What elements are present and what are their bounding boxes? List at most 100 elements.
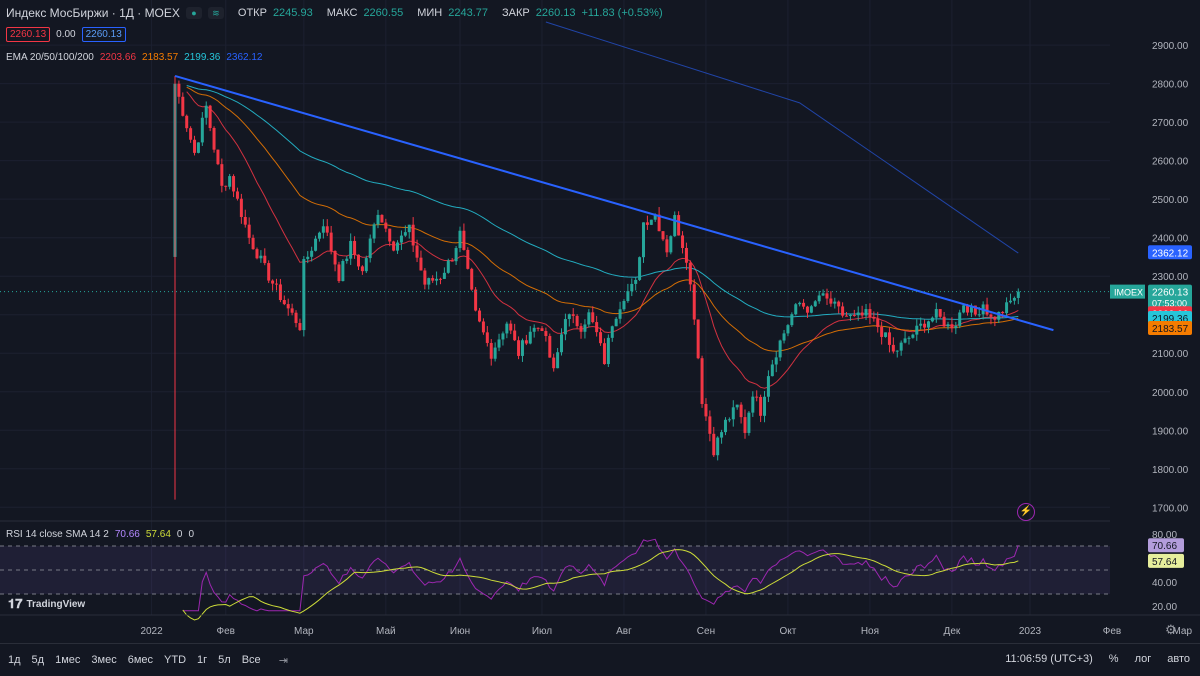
candle-body [997, 311, 1001, 320]
timeframe-8[interactable]: Все [241, 654, 261, 666]
candle [524, 334, 528, 346]
high-label: МАКС [326, 7, 358, 19]
time-axis[interactable]: 2022 Фев Мар Май Июн Июл Авг Сен Окт Ноя Дек 2023 Фе… [0, 614, 1200, 637]
price-tick: 2800.00 [1152, 80, 1189, 91]
candle [314, 235, 318, 252]
time-tick: Мар [294, 626, 314, 637]
candle [1012, 296, 1016, 305]
candle-body [688, 262, 692, 285]
candle-body [1016, 291, 1020, 298]
timeframe-4[interactable]: 6мес [127, 654, 154, 666]
auto-toggle[interactable]: авто [1167, 653, 1190, 665]
candle [306, 251, 310, 264]
candle-body [911, 334, 915, 338]
candle [950, 317, 954, 333]
time-tick: Ноя [861, 626, 879, 637]
rsi-extra-1: 0 [176, 529, 183, 540]
timeframe-5[interactable]: YTD [164, 654, 187, 666]
candle [610, 325, 614, 342]
symbol-title[interactable]: Индекс МосБиржи · 1Д · MOEX [6, 6, 180, 20]
candle-body [286, 304, 290, 309]
candle-body [216, 149, 220, 165]
circle-icon[interactable]: ● [185, 7, 202, 19]
timeframe-0[interactable]: 1д [8, 654, 21, 666]
time-tick: Дек [944, 626, 961, 637]
clock[interactable]: 11:06:59 (UTC+3) [1005, 653, 1093, 665]
candle [232, 174, 236, 198]
candle-body [638, 257, 642, 280]
log-toggle[interactable]: лог [1134, 653, 1152, 665]
percent-toggle[interactable]: % [1108, 653, 1119, 665]
rsi-legend[interactable]: RSI 14 close SMA 14 2 70.66 57.64 0 0 [6, 529, 194, 540]
rsi-sma-line [182, 549, 1019, 621]
candle [673, 211, 677, 237]
timeframe-3[interactable]: 3мес [91, 654, 117, 666]
candle [884, 332, 888, 338]
candle [474, 287, 478, 312]
gear-icon[interactable]: ⚙ [1165, 622, 1177, 637]
candle-body [700, 358, 704, 404]
date-range-icon[interactable]: ⇥ [278, 654, 288, 667]
timeframe-1[interactable]: 5д [31, 654, 45, 666]
sell-button[interactable]: 2260.13 [6, 27, 51, 42]
candle-body [528, 331, 532, 344]
candle-body [208, 105, 212, 128]
candle-body [310, 250, 314, 257]
candle-body [739, 404, 743, 418]
candle [641, 222, 645, 263]
candle [458, 226, 462, 253]
candle [333, 250, 337, 272]
candle-body [314, 238, 318, 251]
candle-body [1005, 302, 1009, 314]
candle [212, 126, 216, 153]
candle-body [712, 433, 716, 456]
candle-body [423, 270, 427, 285]
lightning-icon[interactable]: ⚡ [1017, 503, 1035, 521]
candle-body [735, 404, 739, 408]
timeframe-2[interactable]: 1мес [55, 654, 81, 666]
timeframe-6[interactable]: 1г [197, 654, 208, 666]
candle [911, 333, 915, 339]
time-tick: Май [376, 626, 396, 637]
candle [560, 328, 564, 356]
candle-body [813, 301, 817, 307]
candle-body [696, 319, 700, 359]
candle-body [958, 312, 962, 326]
candle [282, 295, 286, 306]
candle [872, 311, 876, 322]
candle-body [520, 340, 524, 356]
candle [278, 278, 282, 303]
waves-icon[interactable]: ≋ [207, 7, 224, 19]
candle [356, 254, 360, 270]
timeframe-7[interactable]: 5л [218, 654, 231, 666]
candle [923, 319, 927, 333]
candle [540, 326, 544, 332]
candle [805, 305, 809, 318]
ema-legend[interactable]: EMA 20/50/100/200 2203.66 2183.57 2199.3… [6, 52, 262, 63]
ema100-line [186, 85, 1019, 320]
candle [466, 247, 470, 270]
candle [602, 338, 606, 365]
candle-body [985, 304, 989, 315]
candle-body [794, 304, 798, 315]
candle-body [302, 259, 306, 331]
candle [852, 309, 856, 317]
buy-button[interactable]: 2260.13 [81, 27, 126, 42]
tradingview-branding[interactable]: 𝟏𝟕 TradingView [8, 596, 85, 612]
candle-body [396, 242, 400, 251]
candle [263, 248, 267, 266]
candle-body [649, 219, 653, 225]
candle-body [583, 324, 587, 332]
candle [731, 400, 735, 427]
candle [774, 351, 778, 373]
trendline[interactable] [0, 74, 1110, 332]
candle [739, 402, 743, 424]
candle [446, 258, 450, 274]
candle-body [778, 340, 782, 358]
candle [614, 316, 618, 327]
candle-body [407, 224, 411, 233]
candle [802, 299, 806, 310]
candle-body [919, 323, 923, 326]
candle [591, 306, 595, 324]
